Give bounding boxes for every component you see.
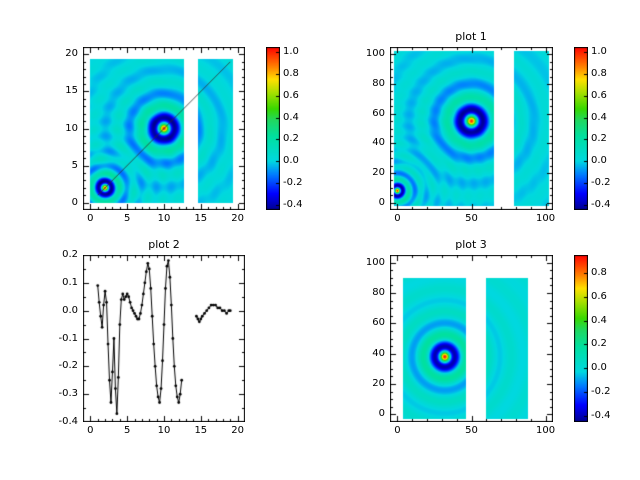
colorbar-tick-label: -0.4 bbox=[591, 198, 611, 210]
colorbar-tick-label: -0.2 bbox=[591, 386, 611, 398]
y-tick-label: -0.2 bbox=[58, 360, 78, 372]
x-tick-label: 100 bbox=[536, 213, 556, 224]
y-tick-label: 0 bbox=[378, 408, 385, 420]
colorbar-tick-label: 0.6 bbox=[283, 89, 299, 101]
y-tick-label: 100 bbox=[365, 48, 385, 60]
y-tick-label: 60 bbox=[372, 317, 385, 329]
y-tick-label: 10 bbox=[65, 122, 78, 134]
colorbar-tick-label: 1.0 bbox=[591, 46, 607, 58]
y-tick-label: 0.2 bbox=[62, 249, 78, 260]
heatmap-canvas bbox=[390, 47, 553, 210]
colorbar-tick-label: 0.2 bbox=[591, 133, 607, 145]
colorbar-tick-label: 0.2 bbox=[591, 338, 607, 350]
y-tick-label: -0.4 bbox=[58, 416, 78, 427]
x-tick-label: 5 bbox=[123, 213, 131, 224]
subplot-title: plot 3 bbox=[455, 238, 487, 251]
x-tick-label: 10 bbox=[157, 425, 171, 436]
y-tick-label: 0 bbox=[71, 196, 78, 208]
colorbar-tick-label: 0.4 bbox=[591, 111, 607, 123]
colorbar-tick-label: 1.0 bbox=[283, 46, 299, 58]
colorbar-tick-label: -0.4 bbox=[591, 410, 611, 422]
x-tick-label: 0 bbox=[87, 213, 94, 224]
x-tick-label: 100 bbox=[536, 425, 556, 436]
colorbar bbox=[574, 47, 588, 210]
x-tick-label: 5 bbox=[123, 425, 131, 436]
colorbar-tick-label: 0.2 bbox=[283, 133, 299, 145]
y-tick-label: 20 bbox=[372, 166, 385, 178]
colorbar-tick-label: 0.0 bbox=[591, 362, 607, 374]
colorbar-tick-label: 0.8 bbox=[591, 68, 607, 80]
x-tick-label: 50 bbox=[465, 425, 478, 436]
y-tick-label: 40 bbox=[372, 137, 385, 149]
colorbar-tick-label: 0.0 bbox=[283, 155, 299, 167]
x-tick-label: 0 bbox=[394, 425, 401, 436]
x-tick-label: 15 bbox=[194, 425, 208, 436]
x-tick-label: 20 bbox=[231, 213, 244, 224]
y-tick-label: 80 bbox=[372, 286, 385, 298]
colorbar bbox=[266, 47, 280, 210]
x-tick-label: 0 bbox=[394, 213, 401, 224]
y-tick-label: 0 bbox=[378, 196, 385, 208]
y-tick-label: 40 bbox=[372, 347, 385, 359]
x-tick-label: 50 bbox=[465, 213, 478, 224]
x-tick-label: 20 bbox=[231, 425, 244, 436]
y-tick-label: 20 bbox=[65, 48, 78, 60]
x-tick-label: 10 bbox=[157, 213, 171, 224]
line-plot-canvas bbox=[83, 255, 245, 422]
heatmap-canvas bbox=[83, 47, 245, 210]
subplot-title: plot 1 bbox=[455, 30, 487, 43]
y-tick-label: 80 bbox=[372, 78, 385, 90]
colorbar-tick-label: 0.0 bbox=[591, 155, 607, 167]
y-tick-label: 0.0 bbox=[62, 304, 78, 316]
colorbar-tick-label: 0.4 bbox=[591, 314, 607, 326]
y-tick-label: -0.3 bbox=[58, 388, 78, 400]
y-tick-label: 60 bbox=[372, 107, 385, 119]
heatmap-canvas bbox=[390, 255, 553, 422]
subplot-title: plot 2 bbox=[148, 238, 180, 251]
colorbar-tick-label: 0.6 bbox=[591, 89, 607, 101]
colorbar-tick-label: -0.2 bbox=[591, 176, 611, 188]
x-tick-label: 15 bbox=[194, 213, 208, 224]
colorbar-tick-label: 0.8 bbox=[591, 266, 607, 278]
y-tick-label: 15 bbox=[65, 85, 78, 97]
y-tick-label: 20 bbox=[372, 378, 385, 390]
y-tick-label: 100 bbox=[365, 256, 385, 268]
colorbar-tick-label: 0.8 bbox=[283, 68, 299, 80]
colorbar-tick-label: -0.4 bbox=[283, 198, 303, 210]
y-tick-label: 5 bbox=[71, 159, 78, 171]
colorbar-tick-label: 0.4 bbox=[283, 111, 299, 123]
colorbar-tick-label: 0.6 bbox=[591, 290, 607, 302]
y-tick-label: 0.1 bbox=[62, 276, 78, 288]
x-tick-label: 0 bbox=[87, 425, 94, 436]
colorbar-tick-label: -0.2 bbox=[283, 176, 303, 188]
y-tick-label: -0.1 bbox=[58, 332, 78, 344]
colorbar bbox=[574, 255, 588, 422]
